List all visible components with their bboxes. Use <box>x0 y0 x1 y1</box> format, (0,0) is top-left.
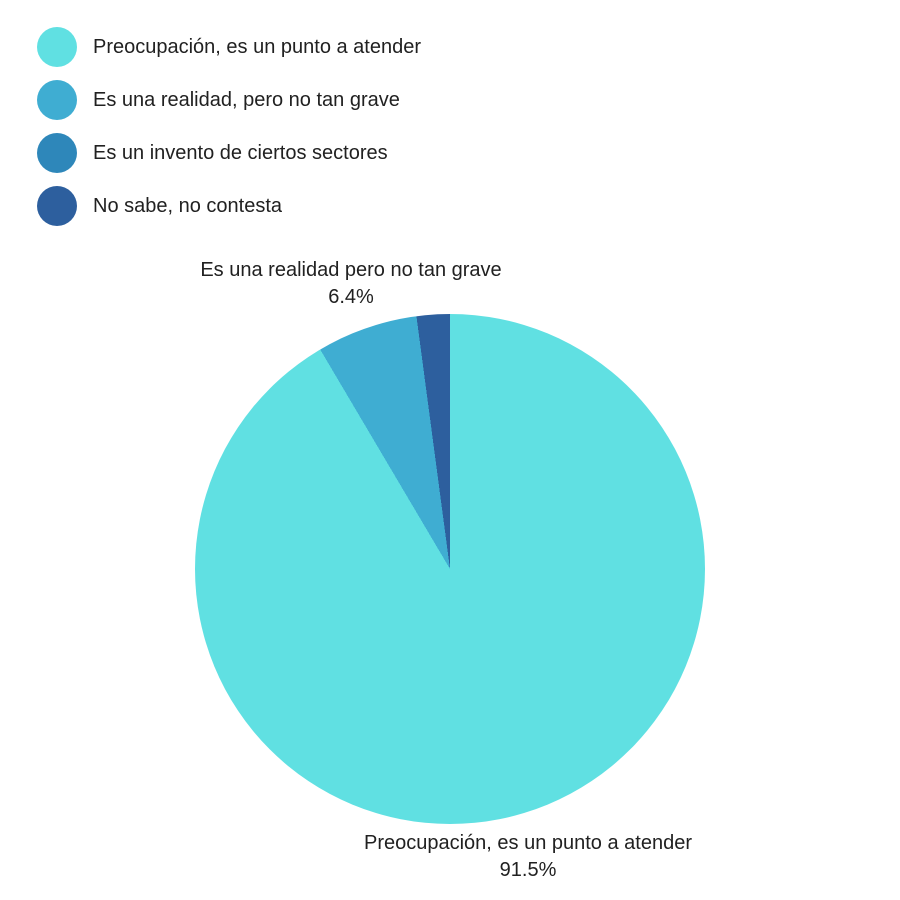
slice-label-realidad: Es una realidad pero no tan grave 6.4% <box>200 257 501 311</box>
legend-item-preocupacion[interactable]: Preocupación, es un punto a atender <box>37 27 421 67</box>
slice-label-percent: 6.4% <box>328 286 374 308</box>
legend-item-label: Es un invento de ciertos sectores <box>93 141 388 164</box>
legend-swatch-icon <box>37 133 77 173</box>
slice-label-text: Es una realidad pero no tan grave <box>200 259 502 281</box>
legend-item-label: Preocupación, es un punto a atender <box>93 35 422 58</box>
slice-label-text: Preocupación, es un punto a atender <box>363 832 693 854</box>
legend-item-invento[interactable]: Es un invento de ciertos sectores <box>37 133 421 173</box>
legend-item-label: No sabe, no contesta <box>93 194 283 217</box>
slice-label-percent: 91.5% <box>499 859 557 881</box>
legend-swatch-icon <box>37 27 77 67</box>
legend-swatch-icon <box>37 80 77 120</box>
legend-swatch-icon <box>37 186 77 226</box>
legend-item-realidad[interactable]: Es una realidad, pero no tan grave <box>37 80 421 120</box>
slice-label-preocupacion: Preocupación, es un punto a atender 91.5… <box>364 830 692 884</box>
legend-item-label: Es una realidad, pero no tan grave <box>93 88 400 111</box>
pie-chart[interactable] <box>195 314 705 824</box>
chart-legend: Preocupación, es un punto a atender Es u… <box>37 27 421 239</box>
legend-item-nosabe[interactable]: No sabe, no contesta <box>37 186 421 226</box>
